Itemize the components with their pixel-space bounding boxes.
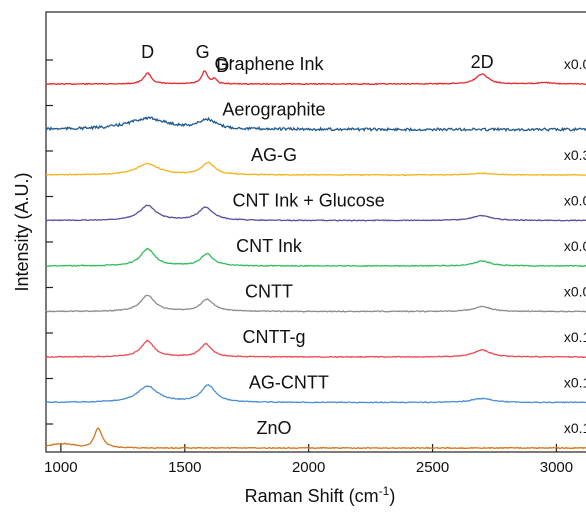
- scale-label: x0.05: [564, 284, 586, 300]
- series-line-cntt-g: [45, 339, 586, 359]
- x-tick-label: 2000: [292, 459, 325, 476]
- scale-label: x0.11: [564, 420, 586, 436]
- series-label: CNT Ink: [236, 236, 303, 256]
- series-line-cnt-ink-glucose: [45, 204, 586, 222]
- scale-label: x0.31: [564, 147, 586, 163]
- series-label: Aerographite: [222, 100, 325, 120]
- series-line-cntt: [45, 294, 586, 313]
- scale-label: x0.16: [564, 329, 586, 345]
- scale-label: x0.11: [564, 375, 586, 391]
- x-tick-label: 2500: [416, 459, 449, 476]
- series-line-ag-cntt: [45, 383, 586, 404]
- x-axis-title-sup: -1: [379, 484, 390, 498]
- series-label: Graphene Ink: [214, 54, 324, 74]
- peak-label: D': [216, 56, 232, 76]
- series-lines: [45, 70, 586, 450]
- series-line-graphene-ink: [45, 70, 586, 86]
- plot-frame: [45, 11, 586, 453]
- series-labels: Graphene Ink Aerographite AG-G CNT Ink + Gl…: [214, 54, 384, 438]
- x-tick-label: 1000: [44, 459, 77, 476]
- series-label: CNTT: [245, 282, 293, 302]
- scale-labels: x0.08 x0.31 x0.02 x0.07 x0.05 x0.16 x0.11 x0.11: [564, 56, 586, 436]
- peak-labels: D G D' 2D: [141, 42, 494, 76]
- series-line-cnt-ink: [45, 247, 586, 268]
- series-label: ZnO: [256, 418, 291, 438]
- scale-label: x0.08: [564, 56, 586, 72]
- x-ticks: 1000 1500 2000 2500 3000: [44, 444, 573, 476]
- series-label: AG-G: [251, 145, 297, 165]
- series-label: AG-CNTT: [249, 373, 329, 393]
- scale-label: x0.02: [564, 193, 586, 209]
- peak-label: 2D: [471, 52, 494, 72]
- x-tick-label: 1500: [168, 459, 201, 476]
- y-ticks: [46, 59, 53, 425]
- x-axis-title: Raman Shift (cm-1): [245, 484, 396, 506]
- x-axis-title-main: Raman Shift (cm: [245, 486, 379, 506]
- y-axis-title: Intensity (A.U.): [12, 172, 32, 291]
- x-axis-title-end: ): [389, 486, 395, 506]
- peak-label: D: [141, 42, 154, 62]
- series-line-zno: [45, 427, 586, 450]
- series-line-aerographite: [45, 116, 586, 133]
- peak-label: G: [196, 42, 210, 62]
- series-label: CNT Ink + Glucose: [233, 191, 385, 211]
- series-line-ag-g: [45, 161, 586, 177]
- scale-label: x0.07: [564, 238, 586, 254]
- series-label: CNTT-g: [242, 327, 305, 347]
- x-tick-label: 3000: [540, 459, 573, 476]
